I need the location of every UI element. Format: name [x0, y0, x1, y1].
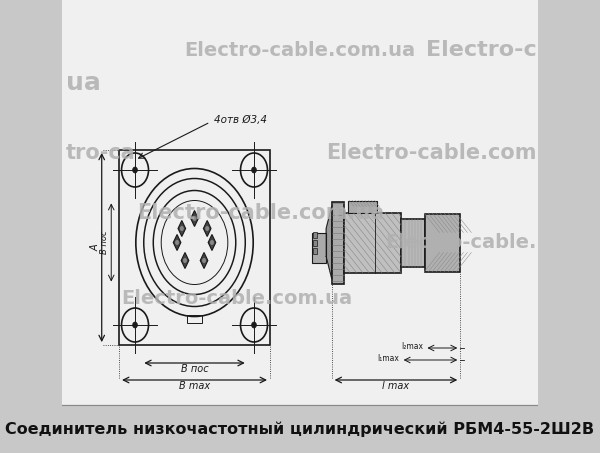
Circle shape [251, 167, 256, 173]
Text: 4отв Ø3,4: 4отв Ø3,4 [214, 115, 268, 125]
Bar [313, 247, 317, 254]
Polygon shape [178, 221, 185, 236]
Text: А: А [91, 244, 100, 251]
Circle shape [251, 322, 256, 328]
Bar [401, 218, 425, 266]
Text: Electro-c: Electro-c [425, 40, 536, 60]
Bar [119, 150, 270, 345]
Polygon shape [173, 235, 181, 251]
Circle shape [133, 322, 137, 328]
Text: l₂max: l₂max [401, 342, 423, 351]
Text: В max: В max [179, 381, 210, 391]
Text: В пос: В пос [181, 364, 208, 374]
Bar [313, 240, 317, 246]
Text: Electro-cable.com.ua: Electro-cable.com.ua [184, 40, 416, 59]
Text: ua: ua [66, 71, 101, 95]
Polygon shape [208, 235, 216, 251]
Circle shape [180, 226, 184, 231]
Polygon shape [191, 211, 199, 226]
Circle shape [175, 240, 179, 245]
Bar [344, 212, 401, 273]
Polygon shape [181, 252, 189, 269]
Circle shape [210, 240, 214, 245]
Circle shape [193, 216, 196, 221]
Bar [313, 231, 317, 237]
Circle shape [133, 167, 137, 173]
Text: Electro-cable.com.ua: Electro-cable.com.ua [121, 289, 352, 308]
Text: Electro-cable.: Electro-cable. [385, 233, 536, 252]
Text: Соединитель низкочастотный цилиндрический РБМ4-55-2Ш2В: Соединитель низкочастотный цилиндрически… [5, 421, 595, 437]
Bar [332, 202, 344, 284]
Circle shape [202, 258, 206, 263]
Polygon shape [203, 221, 211, 236]
Polygon shape [326, 207, 332, 279]
Text: l max: l max [382, 381, 410, 391]
Text: tro-ca: tro-ca [66, 143, 136, 163]
Bar [425, 213, 460, 271]
Circle shape [205, 226, 209, 231]
Text: Electro-cable.com.ua: Electro-cable.com.ua [137, 203, 384, 223]
Bar [62, 405, 538, 453]
Text: l₁max: l₁max [377, 354, 399, 363]
Text: В пос: В пос [100, 231, 109, 254]
Bar [312, 232, 326, 262]
Bar [187, 314, 202, 323]
Circle shape [183, 258, 187, 263]
Polygon shape [200, 252, 208, 269]
Bar [347, 201, 377, 212]
Text: Electro-cable.com: Electro-cable.com [326, 143, 536, 163]
Bar [62, 0, 538, 405]
